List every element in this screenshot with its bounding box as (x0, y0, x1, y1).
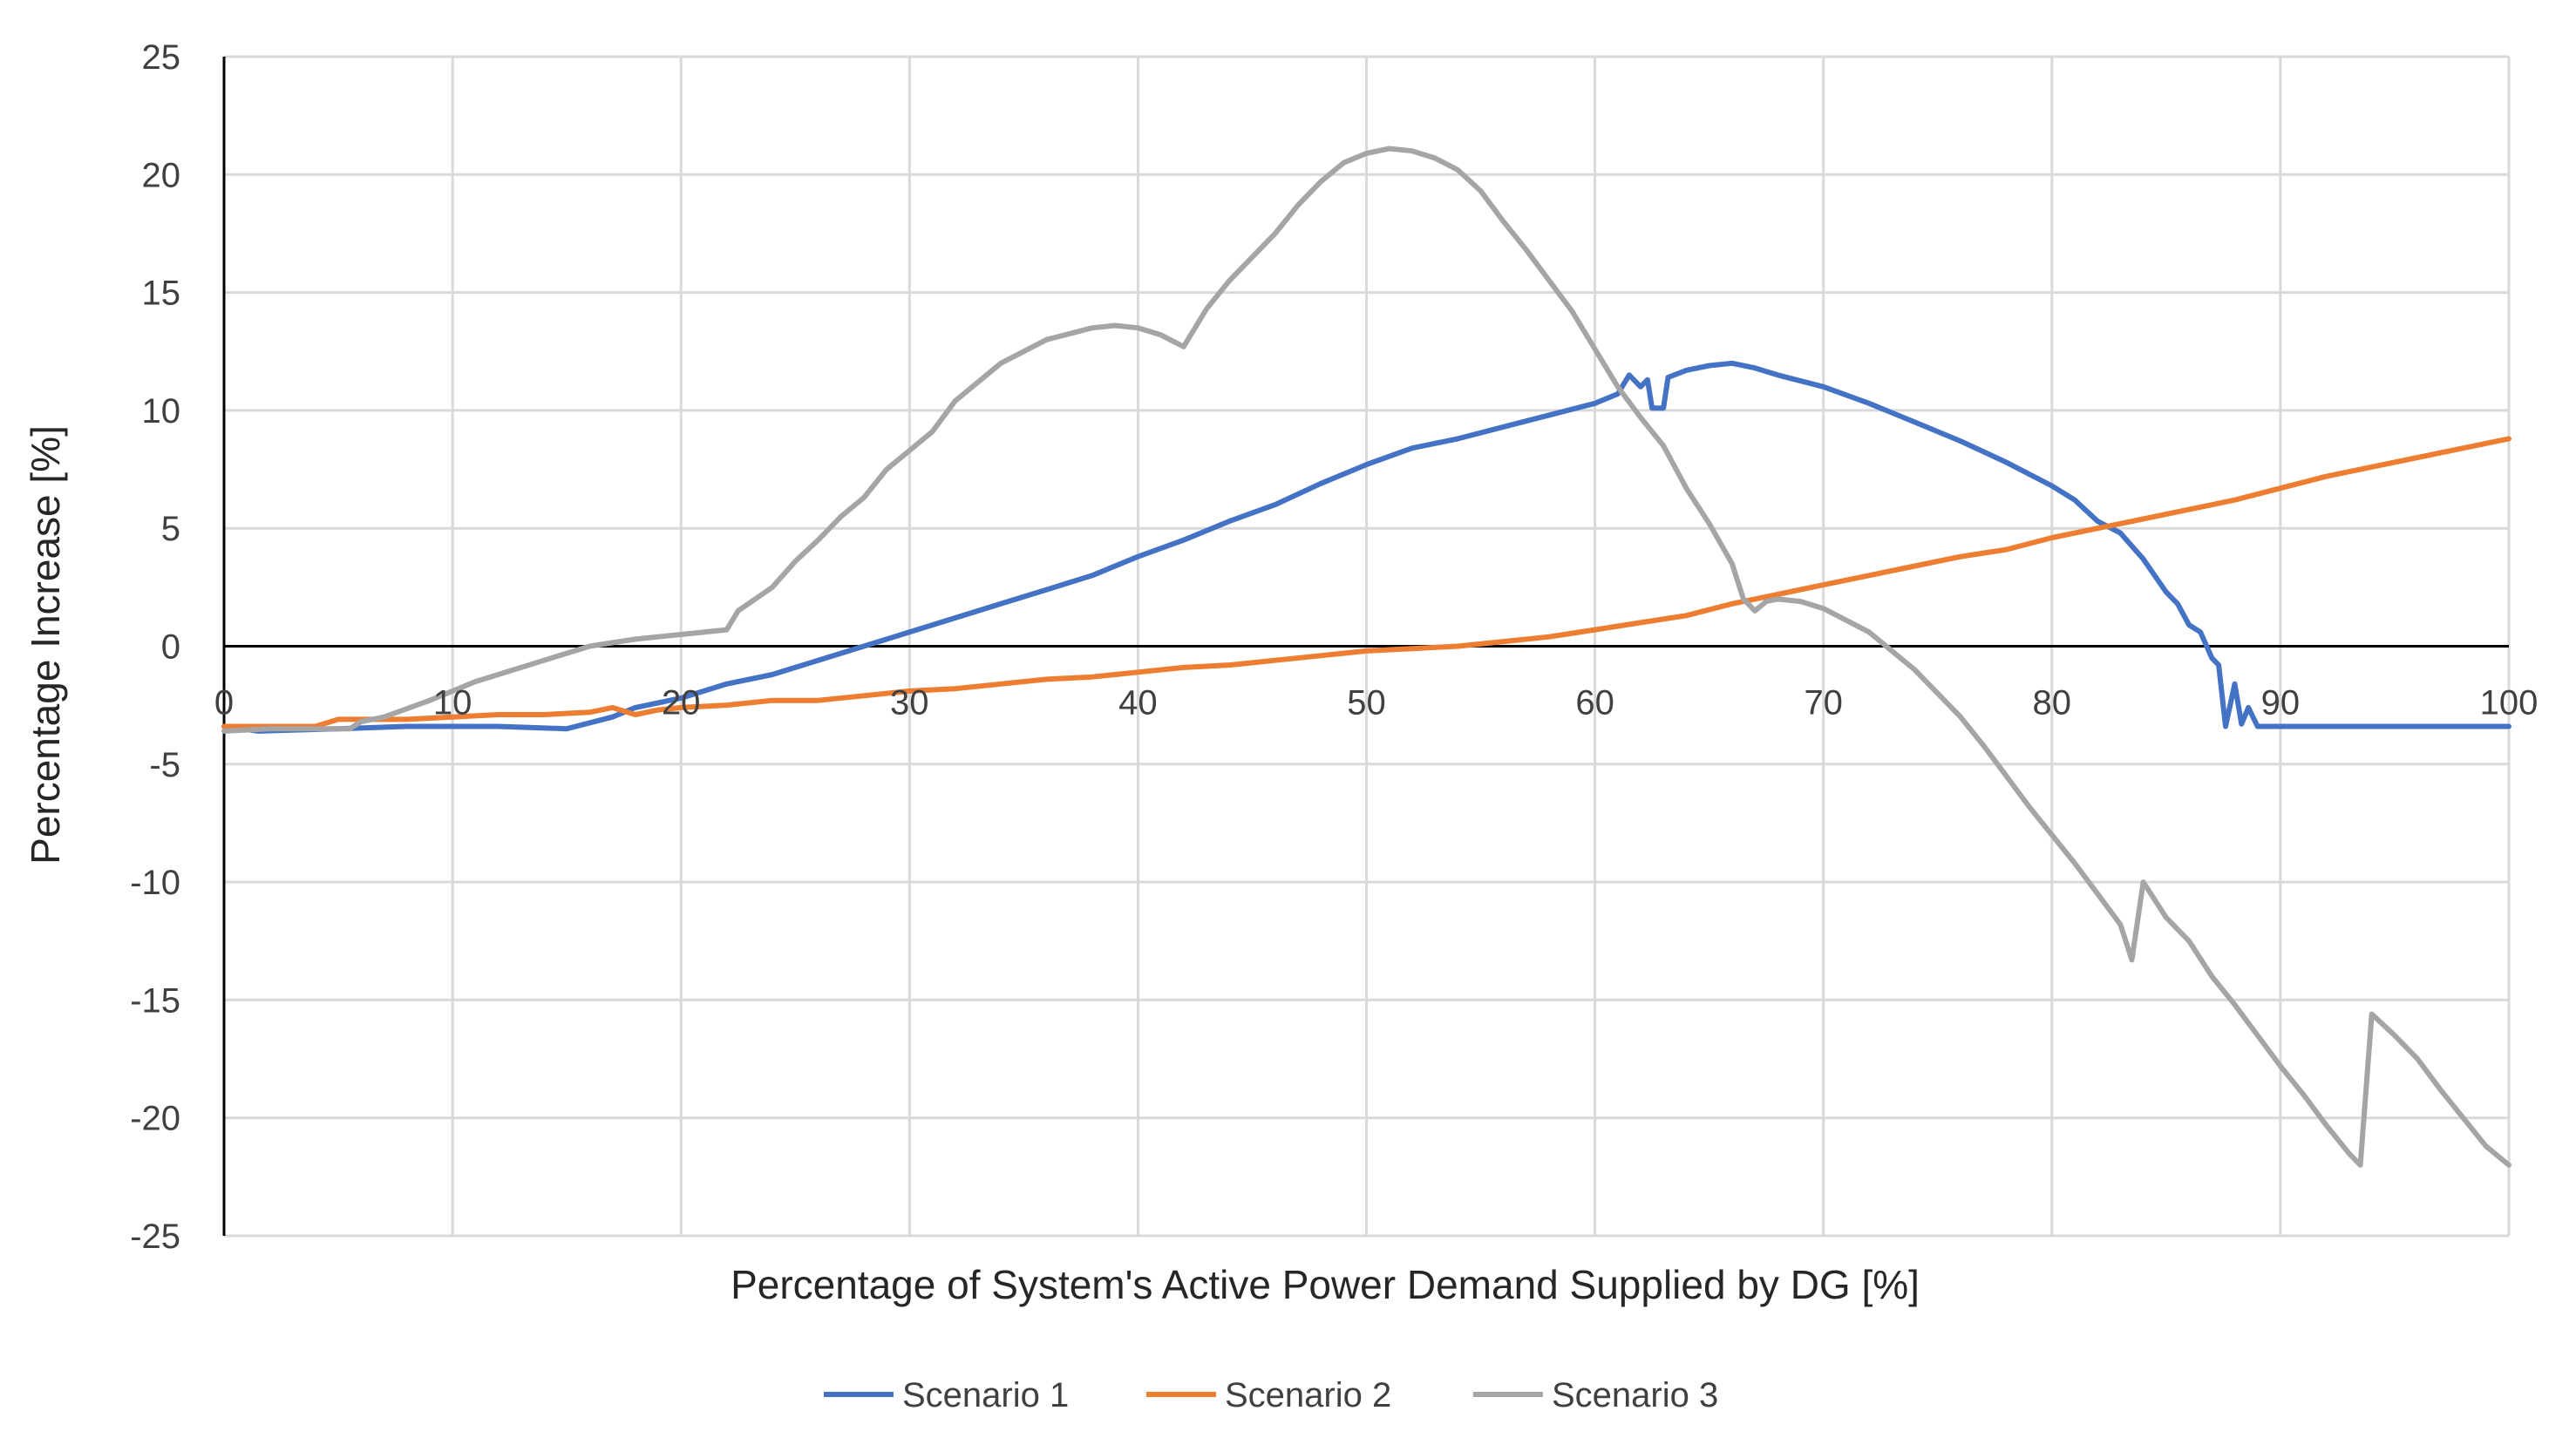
series-group (221, 146, 2511, 1168)
x-tick-label: 50 (1347, 684, 1386, 722)
y-tick-label: 5 (161, 510, 180, 548)
y-tick-label: -25 (130, 1218, 180, 1256)
legend-label-scenario-1: Scenario 1 (902, 1376, 1069, 1414)
x-tick-label: 60 (1575, 684, 1614, 722)
y-tick-label: -15 (130, 981, 180, 1020)
y-tick-label: 25 (142, 38, 181, 77)
x-tick-label: 70 (1804, 684, 1843, 722)
y-tick-label: -5 (149, 746, 180, 784)
x-tick-label: 30 (890, 684, 929, 722)
series-line-scenario-2 (221, 436, 2511, 729)
y-tick-label: 0 (161, 628, 180, 667)
series-line-scenario-3 (221, 146, 2511, 1168)
y-axis-title: Percentage Increase [%] (23, 425, 68, 865)
legend-label-scenario-2: Scenario 2 (1225, 1376, 1391, 1414)
x-tick-label: 100 (2480, 684, 2539, 722)
x-tick-label: 20 (662, 684, 701, 722)
x-tick-label: 40 (1118, 684, 1158, 722)
series-line-scenario-1 (221, 360, 2511, 734)
y-tick-label: 10 (142, 392, 181, 431)
legend-label-scenario-3: Scenario 3 (1552, 1376, 1718, 1414)
x-axis-title: Percentage of System's Active Power Dema… (731, 1262, 1920, 1307)
x-tick-label: 10 (433, 684, 472, 722)
y-tick-label: -20 (130, 1100, 180, 1138)
x-tick-label: 0 (214, 684, 234, 722)
y-tick-label: -10 (130, 864, 180, 902)
y-tick-label: 20 (142, 156, 181, 194)
x-tick-label: 80 (2033, 684, 2072, 722)
y-tick-label: 15 (142, 275, 181, 313)
x-tick-label: 90 (2261, 684, 2301, 722)
legend: Scenario 1 Scenario 2 Scenario 3 (824, 1376, 1718, 1414)
